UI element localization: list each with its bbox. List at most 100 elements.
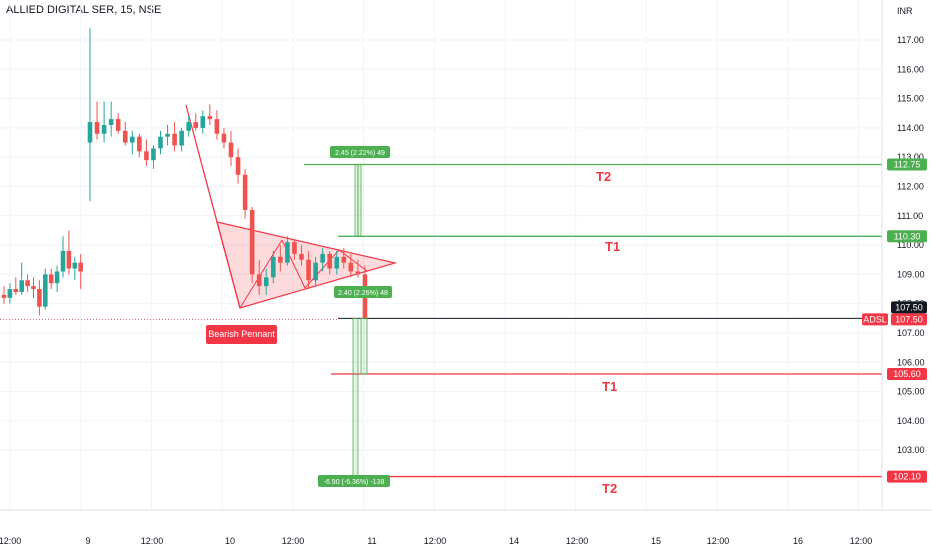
measure-tools: 2.45 (2.22%) 49 2.40 (2.26%) 48 -6.90 (-6.… bbox=[318, 146, 392, 487]
candle-body bbox=[327, 253, 332, 269]
candle-body bbox=[78, 262, 83, 272]
symbol-badge: ADSL bbox=[862, 313, 888, 326]
candle-body bbox=[19, 280, 24, 292]
t2-down-price-box: 102.10 bbox=[887, 470, 927, 483]
candle-body bbox=[278, 256, 283, 263]
candle-body bbox=[313, 262, 318, 281]
t1-up-price-box-text: 110.30 bbox=[894, 231, 921, 241]
candle-body bbox=[7, 289, 13, 298]
candle-body bbox=[207, 116, 213, 120]
measure-down-box bbox=[318, 475, 390, 487]
price-tick-label: 115.00 bbox=[897, 94, 924, 104]
time-tick-label: 12:00 bbox=[141, 536, 164, 546]
pennant-zigzag bbox=[304, 249, 340, 289]
price-tick-label: 106.00 bbox=[897, 357, 925, 367]
target-levels: T2 T1 T1 T2 bbox=[0, 163, 882, 496]
candle-body bbox=[179, 130, 184, 146]
price-tick-label: 109.00 bbox=[897, 269, 925, 279]
t1-down-price-box-bg bbox=[887, 368, 927, 381]
candle-body bbox=[108, 119, 114, 125]
t2-up-target-label: T2 bbox=[596, 169, 611, 184]
symbol-badge-bg bbox=[862, 313, 888, 326]
candle-body bbox=[221, 133, 227, 143]
candle-body bbox=[165, 133, 170, 137]
candle-body bbox=[320, 253, 325, 263]
candle-body bbox=[31, 286, 36, 290]
candle-body bbox=[200, 116, 206, 128]
bearish-pennant-label[interactable]: Bearish Pennant bbox=[206, 325, 277, 344]
candle-body bbox=[242, 174, 248, 210]
time-tick-label: 12:00 bbox=[282, 536, 305, 546]
measure-mid-text: 2.40 (2.26%) 48 bbox=[338, 290, 388, 297]
candle-body bbox=[48, 274, 54, 284]
candle-body bbox=[263, 277, 269, 287]
t1-up-target-label: T1 bbox=[605, 239, 620, 254]
candle-body bbox=[101, 124, 107, 134]
price-tick-label: 104.00 bbox=[897, 416, 925, 426]
candle-body bbox=[193, 122, 199, 128]
current-price-box-red: 107.50 bbox=[891, 313, 927, 326]
candle-body bbox=[186, 122, 191, 131]
measure-mid-box bbox=[334, 286, 392, 298]
candle-body bbox=[285, 242, 290, 263]
t1-down-price-box-text: 105.60 bbox=[893, 369, 921, 379]
candle-body bbox=[25, 280, 30, 287]
price-tick-label: 107.00 bbox=[897, 328, 925, 338]
candle-body bbox=[271, 256, 276, 278]
candle-body bbox=[115, 119, 121, 131]
measure-up-box bbox=[330, 146, 390, 158]
candle-body bbox=[158, 136, 163, 149]
candle-body bbox=[299, 253, 304, 260]
current-price-box-black-bg bbox=[891, 301, 927, 314]
price-tick-label: 116.00 bbox=[897, 64, 924, 74]
candle-body bbox=[172, 133, 177, 146]
candle-body bbox=[1, 294, 7, 298]
pennant-zigzag bbox=[239, 239, 283, 309]
candle-body bbox=[43, 274, 48, 307]
price-tick-label: 105.00 bbox=[897, 387, 925, 397]
candle-body bbox=[130, 136, 135, 143]
time-tick-label: 12:00 bbox=[424, 536, 447, 546]
candle-body bbox=[66, 250, 72, 269]
measure-up-text: 2.45 (2.22%) 49 bbox=[335, 150, 385, 157]
pennant-flag bbox=[216, 221, 398, 309]
time-tick-label: 9 bbox=[85, 536, 90, 546]
time-tick-label: 16 bbox=[793, 536, 803, 546]
time-axis: 12:00 9 12:00 10 12:00 11 12:00 14 12:00 15 12:00 1… bbox=[0, 509, 932, 546]
candle-body bbox=[214, 119, 220, 134]
candle-body bbox=[37, 289, 42, 307]
candle-body bbox=[144, 151, 149, 161]
candle-body bbox=[249, 209, 255, 275]
candle-body bbox=[87, 122, 93, 143]
candles bbox=[1, 28, 368, 319]
price-tick-label: 103.00 bbox=[897, 445, 925, 455]
candle-body bbox=[228, 142, 234, 158]
candle-body bbox=[341, 256, 347, 263]
candle-body bbox=[292, 242, 297, 254]
time-tick-label: 14 bbox=[509, 536, 519, 546]
candle-body bbox=[256, 274, 262, 287]
candle-body bbox=[334, 256, 340, 269]
t2-down-price-box-text: 102.10 bbox=[893, 472, 921, 482]
current-price-box-red-text: 107.50 bbox=[895, 314, 923, 324]
time-tick-label: 12:00 bbox=[850, 536, 873, 546]
time-tick-label: 10 bbox=[225, 536, 235, 546]
measure-down-range bbox=[352, 317, 359, 477]
t2-down-price-box-bg bbox=[887, 470, 927, 483]
t1-up-price-box: 110.30 bbox=[887, 230, 927, 243]
t1-down-target-label: T1 bbox=[602, 379, 617, 394]
candle-body bbox=[235, 157, 241, 175]
t2-up-price-box-text: 112.75 bbox=[894, 160, 921, 170]
time-tick-label: 12:00 bbox=[707, 536, 730, 546]
candle-body bbox=[94, 122, 100, 134]
currency-label: INR bbox=[897, 6, 913, 16]
candle-body bbox=[54, 271, 60, 284]
price-tick-label: 117.00 bbox=[897, 35, 924, 45]
price-axis: INR 117.00 116.00 115.00 114.00 113.00 112.00 1… bbox=[862, 0, 927, 510]
candle-body bbox=[348, 262, 354, 272]
candle-body bbox=[306, 259, 311, 281]
price-tick-label: 112.00 bbox=[897, 182, 924, 192]
t1-up-price-box-bg bbox=[887, 230, 927, 243]
t2-up-price-box: 112.75 bbox=[887, 158, 927, 171]
